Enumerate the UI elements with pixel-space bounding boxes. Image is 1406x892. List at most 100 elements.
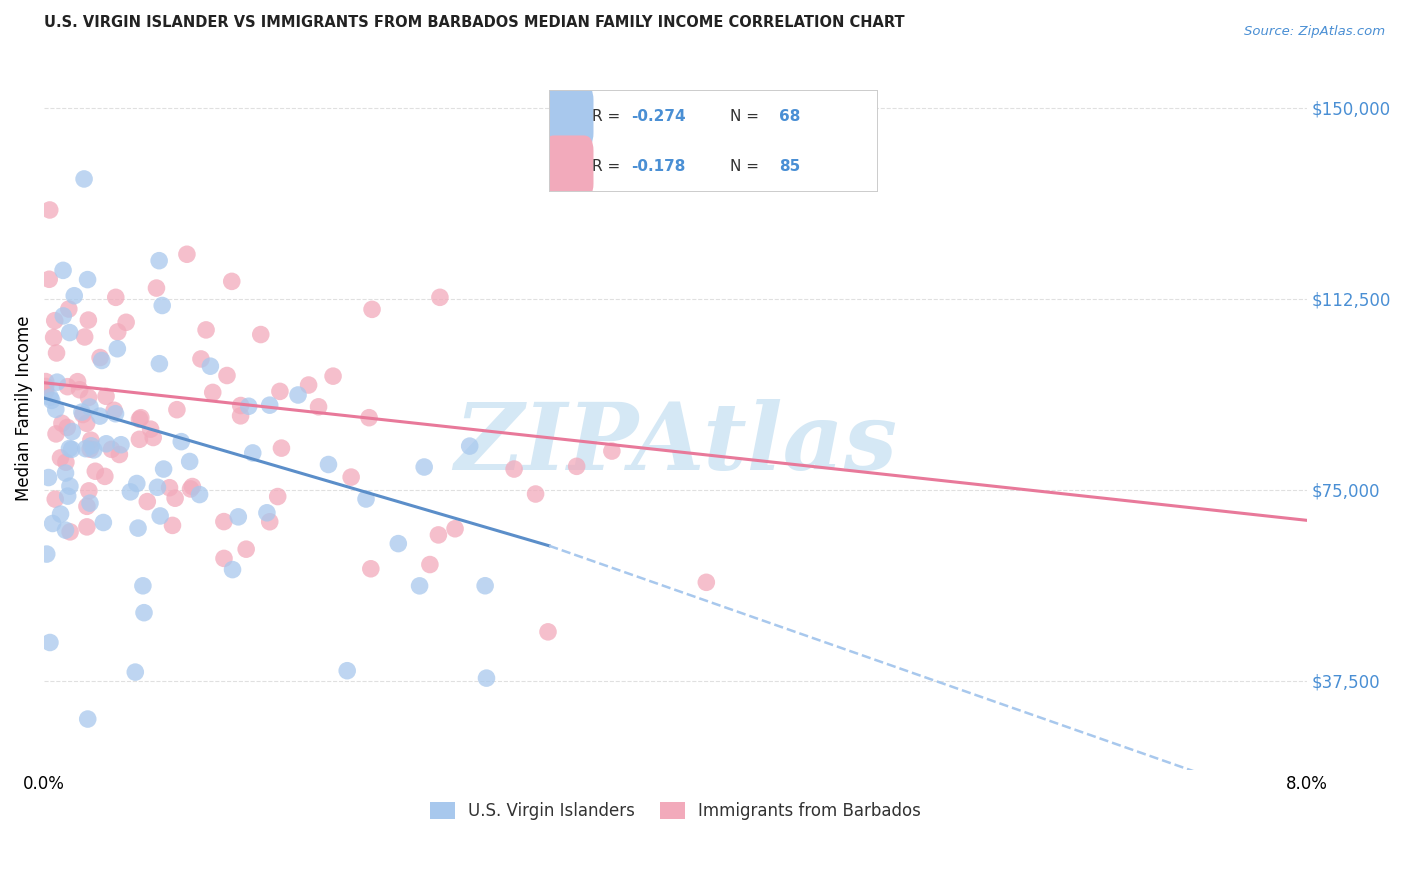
Point	[34, 375, 56, 389]
Point	[212, 515, 235, 529]
Point	[124, 665, 146, 679]
Point	[269, 384, 291, 399]
Point	[59, 326, 82, 340]
Point	[66, 375, 89, 389]
Point	[259, 515, 281, 529]
Text: U.S. VIRGIN ISLANDER VS IMMIGRANTS FROM BARBADOS MEDIAN FAMILY INCOME CORRELATIO: U.S. VIRGIN ISLANDER VS IMMIGRANTS FROM …	[44, 15, 904, 30]
Point	[256, 506, 278, 520]
Point	[72, 408, 94, 422]
Point	[77, 483, 100, 498]
Point	[76, 712, 98, 726]
Point	[146, 480, 169, 494]
Point	[162, 518, 184, 533]
Point	[76, 520, 98, 534]
Point	[60, 442, 83, 457]
Point	[59, 524, 82, 539]
Point	[444, 522, 467, 536]
Point	[132, 579, 155, 593]
Point	[524, 487, 547, 501]
Point	[212, 551, 235, 566]
Point	[60, 425, 83, 439]
Point	[56, 420, 79, 434]
Point	[427, 528, 450, 542]
Point	[80, 433, 103, 447]
Point	[73, 330, 96, 344]
Point	[152, 462, 174, 476]
Point	[103, 403, 125, 417]
Point	[58, 442, 80, 456]
Point	[249, 327, 271, 342]
Point	[115, 315, 138, 329]
Point	[201, 385, 224, 400]
Point	[166, 402, 188, 417]
Point	[267, 490, 290, 504]
Point	[42, 330, 65, 344]
Point	[136, 494, 159, 508]
Point	[600, 444, 623, 458]
Point	[63, 289, 86, 303]
Point	[308, 400, 330, 414]
Point	[79, 442, 101, 456]
Point	[77, 313, 100, 327]
Point	[129, 410, 152, 425]
Point	[458, 439, 481, 453]
Point	[429, 290, 451, 304]
Point	[89, 409, 111, 423]
Point	[408, 579, 430, 593]
Point	[387, 536, 409, 550]
Point	[242, 446, 264, 460]
Point	[59, 479, 82, 493]
Point	[104, 290, 127, 304]
Text: ZIPAtlas: ZIPAtlas	[454, 400, 897, 490]
Point	[55, 455, 77, 469]
Point	[181, 479, 204, 493]
Point	[89, 351, 111, 365]
Point	[139, 422, 162, 436]
Point	[235, 542, 257, 557]
Point	[96, 437, 118, 451]
Point	[93, 516, 115, 530]
Point	[190, 351, 212, 366]
Legend: U.S. Virgin Islanders, Immigrants from Barbados: U.S. Virgin Islanders, Immigrants from B…	[423, 796, 928, 827]
Point	[94, 389, 117, 403]
Point	[46, 375, 69, 389]
Point	[45, 402, 67, 417]
Point	[45, 346, 67, 360]
Point	[238, 399, 260, 413]
Point	[107, 325, 129, 339]
Point	[55, 523, 77, 537]
Point	[49, 450, 72, 465]
Point	[35, 547, 58, 561]
Point	[34, 379, 56, 393]
Point	[84, 464, 107, 478]
Point	[39, 390, 62, 404]
Point	[474, 579, 496, 593]
Point	[70, 405, 93, 419]
Point	[226, 509, 249, 524]
Point	[176, 247, 198, 261]
Point	[73, 172, 96, 186]
Point	[104, 407, 127, 421]
Point	[340, 470, 363, 484]
Point	[56, 489, 79, 503]
Point	[45, 426, 67, 441]
Point	[69, 383, 91, 397]
Point	[297, 378, 319, 392]
Point	[150, 298, 173, 312]
Point	[413, 460, 436, 475]
Point	[149, 508, 172, 523]
Point	[165, 491, 187, 506]
Point	[221, 274, 243, 288]
Point	[94, 469, 117, 483]
Point	[39, 635, 62, 649]
Point	[537, 624, 560, 639]
Text: Source: ZipAtlas.com: Source: ZipAtlas.com	[1244, 25, 1385, 38]
Point	[41, 516, 63, 531]
Point	[148, 357, 170, 371]
Point	[354, 491, 377, 506]
Point	[188, 487, 211, 501]
Point	[565, 459, 588, 474]
Point	[127, 521, 149, 535]
Point	[76, 500, 98, 514]
Point	[55, 466, 77, 480]
